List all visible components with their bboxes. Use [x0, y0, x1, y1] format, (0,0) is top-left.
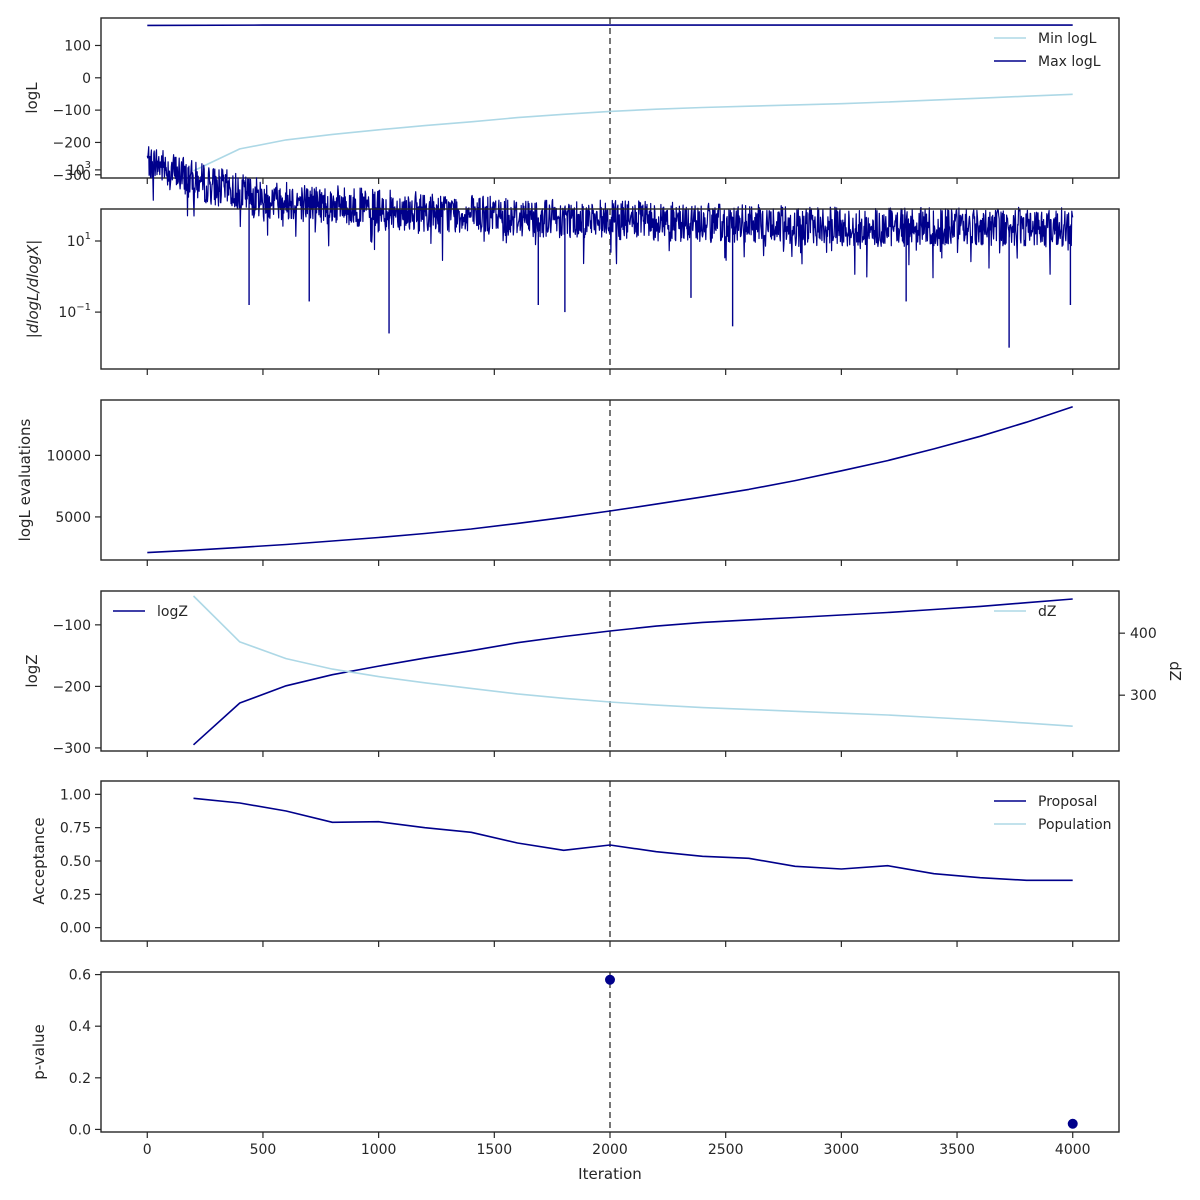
series-line-dz [192, 595, 1073, 727]
y-axis-label: logL [23, 82, 41, 114]
panel-frame [100, 208, 1120, 370]
y-tick-label: 0.2 [69, 1071, 91, 1087]
y-tick-label: 101 [67, 231, 91, 250]
y-tick-label: 5000 [55, 510, 91, 526]
y-tick-label: −200 [53, 135, 91, 151]
y-axis-label: Acceptance [30, 817, 48, 904]
y-axis-label: p-value [30, 1024, 48, 1080]
legend-label: Min logL [1038, 31, 1097, 47]
pvalue-point [1067, 1118, 1078, 1129]
y-tick-label: −300 [53, 168, 91, 184]
y-axis-label: logZ [23, 654, 41, 687]
y-tick-label: 1.00 [60, 787, 91, 803]
y-tick-label: 0.00 [60, 921, 91, 937]
twin-y-tick-label: 400 [1130, 626, 1157, 642]
series-line-min-logl [193, 93, 1073, 172]
legend-label: Max logL [1038, 54, 1101, 70]
y-axis-label: |dlogL/dlogX| [24, 240, 42, 339]
twin-y-tick-label: 300 [1130, 688, 1157, 704]
x-tick-label: 0 [143, 1142, 152, 1158]
series-line-proposal [193, 797, 1073, 882]
y-tick-label: −300 [53, 741, 91, 757]
panel-frame [100, 399, 1120, 561]
twin-y-axis-label: dZ [1166, 661, 1184, 681]
legend-label: Proposal [1038, 794, 1097, 810]
y-tick-label: 0.75 [60, 821, 91, 837]
pvalue-point [605, 974, 615, 985]
y-tick-label: 0.4 [69, 1019, 91, 1035]
y-tick-label: 0 [82, 71, 91, 87]
x-tick-label: 2000 [592, 1142, 628, 1158]
y-tick-label: 0.6 [69, 968, 91, 984]
series-line-panel-2 [147, 406, 1073, 554]
panel-frame [100, 590, 1120, 752]
y-tick-label: 10000 [46, 448, 91, 464]
y-tick-label: 100 [64, 38, 91, 54]
y-tick-label: 103 [67, 160, 91, 179]
y-tick-label: 0.50 [60, 854, 91, 870]
y-tick-label: 10−1 [58, 302, 91, 321]
y-tick-label: −200 [53, 679, 91, 695]
y-tick-label: 0.25 [60, 887, 91, 903]
x-tick-label: 2500 [708, 1142, 744, 1158]
x-tick-label: 3500 [939, 1142, 975, 1158]
legend-label: dZ [1038, 604, 1056, 620]
legend-label: logZ [157, 604, 188, 620]
y-tick-label: 0.0 [69, 1122, 91, 1138]
series-line-logz [192, 598, 1073, 746]
y-tick-label: −100 [53, 618, 91, 634]
x-tick-label: 1500 [476, 1142, 512, 1158]
panel-frame [100, 17, 1120, 179]
x-tick-label: 3000 [824, 1142, 860, 1158]
y-axis-label: logL evaluations [16, 418, 34, 541]
x-axis-label: Iteration [578, 1165, 642, 1183]
x-tick-label: 4000 [1055, 1142, 1091, 1158]
x-tick-label: 500 [250, 1142, 277, 1158]
legend-label: Population [1038, 817, 1112, 833]
panel-frame [100, 971, 1120, 1133]
x-tick-label: 1000 [361, 1142, 397, 1158]
panel-frame [100, 780, 1120, 942]
y-tick-label: −100 [53, 103, 91, 119]
